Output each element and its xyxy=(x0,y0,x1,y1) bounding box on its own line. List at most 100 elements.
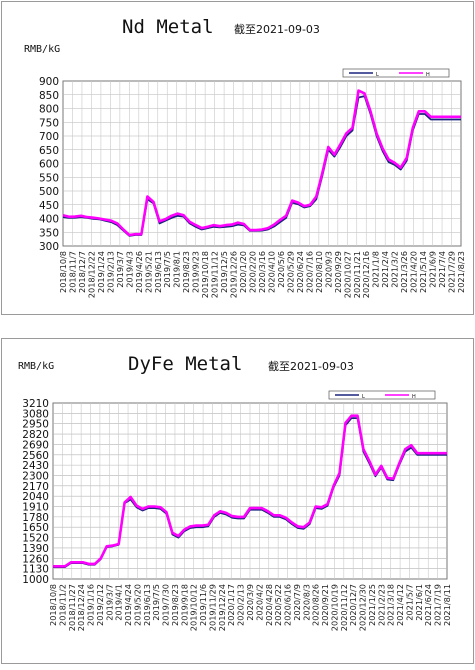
x-tick-label: 2019/1/16 xyxy=(86,584,96,626)
x-tick-label: 2021/2/23 xyxy=(376,584,386,626)
x-tick-label: 2021/7/19 xyxy=(433,584,443,626)
x-tick-label: 2018/12/7 xyxy=(77,251,87,293)
y-tick-label: 2040 xyxy=(22,491,49,503)
x-tick-label: 2021/5/7 xyxy=(404,584,414,621)
x-tick-label: 2020/6/24 xyxy=(295,251,305,293)
legend-label-L: L xyxy=(362,394,365,400)
x-tick-label: 2021/3/2 xyxy=(390,251,400,288)
x-tick-label: 2020/10/27 xyxy=(342,251,352,298)
x-tick-label: 2019/7/5 xyxy=(151,584,161,621)
y-axis-unit: RMB/kG xyxy=(18,361,55,372)
legend-label-H: H xyxy=(426,72,430,78)
x-tick-label: 2020/5/29 xyxy=(285,251,295,293)
x-tick-label: 2019/6/13 xyxy=(153,251,163,293)
x-tick-label: 2019/4/24 xyxy=(123,584,133,626)
x-tick-label: 2021/6/1 xyxy=(414,584,424,621)
x-tick-label: 2021/8/11 xyxy=(442,584,452,626)
x-tick-label: 2020/11/21 xyxy=(352,251,362,298)
x-tick-label: 2018/11/2 xyxy=(57,584,67,626)
x-tick-label: 2021/6/9 xyxy=(428,251,438,288)
x-tick-label: 2019/3/7 xyxy=(104,584,114,621)
legend-box xyxy=(328,390,436,400)
chart-title: DyFe Metal xyxy=(128,353,243,375)
x-tick-label: 2018/10/8 xyxy=(58,251,68,293)
y-tick-label: 1910 xyxy=(22,502,49,514)
x-tick-label: 2019/9/18 xyxy=(179,584,189,626)
nd-metal-chart-panel: Nd Metal 截至2021-09-03 RMB/kG L H 300 350 400… xyxy=(1,1,474,315)
x-tick-label: 2019/6/13 xyxy=(142,584,152,626)
y-tick-label: 1520 xyxy=(22,533,49,545)
x-tick-label: 2018/11/7 xyxy=(67,251,77,293)
x-tick-label: 2021/2/4 xyxy=(380,251,390,288)
x-tick-label: 2019/2/12 xyxy=(95,584,105,626)
x-tick-label: 2020/12/16 xyxy=(361,251,371,298)
y-tick-label: 350 xyxy=(39,227,59,239)
x-tick-label: 2020/7/16 xyxy=(304,251,314,293)
x-tick-label: 2019/7/5 xyxy=(162,251,172,288)
y-tick-label: 3080 xyxy=(22,408,49,420)
x-tick-label: 2020/1/17 xyxy=(226,584,236,626)
x-tick-label: 2019/8/23 xyxy=(170,584,180,626)
y-tick-label: 550 xyxy=(39,172,59,184)
y-tick-label: 900 xyxy=(39,76,59,88)
x-tick-label: 2021/8/23 xyxy=(456,251,466,293)
x-tick-label: 2020/8/10 xyxy=(314,251,324,293)
x-tick-label: 2021/4/20 xyxy=(409,251,419,293)
x-tick-label: 2020/3/9 xyxy=(245,584,255,621)
x-tick-label: 2019/5/20 xyxy=(132,584,142,626)
y-axis-unit: RMB/kG xyxy=(24,44,61,55)
dyfe-metal-chart-panel: DyFe Metal 截至2021-09-03 RMB/kG L H 1000 113… xyxy=(1,338,474,664)
y-tick-label: 1130 xyxy=(22,564,49,576)
chart-subtitle: 截至2021-09-03 xyxy=(234,23,320,36)
x-tick-label: 2020/7/9 xyxy=(292,584,302,621)
y-tick-label: 800 xyxy=(39,104,59,116)
y-tick-label: 2300 xyxy=(22,470,49,482)
x-tick-label: 2020/5/22 xyxy=(273,584,283,626)
y-tick-label: 2430 xyxy=(22,460,49,472)
x-tick-label: 2021/4/12 xyxy=(395,584,405,626)
x-tick-label: 2020/9/29 xyxy=(333,251,343,293)
y-tick-label: 300 xyxy=(39,241,59,253)
x-tick-label: 2019/8/1 xyxy=(172,251,182,288)
y-tick-label: 3210 xyxy=(22,398,49,410)
nd-metal-chart: L H30035040045050055060065070075080085090… xyxy=(39,68,466,298)
y-tick-label: 1390 xyxy=(22,543,49,555)
x-tick-label: 2020/8/26 xyxy=(311,584,321,626)
x-tick-label: 2019/7/30 xyxy=(161,584,171,626)
x-tick-label: 2021/1/8 xyxy=(371,251,381,288)
y-tick-label: 700 xyxy=(39,131,59,143)
x-tick-label: 2018/11/27 xyxy=(67,584,77,631)
y-tick-label: 1260 xyxy=(22,553,49,565)
x-tick-label: 2019/1/24 xyxy=(96,251,106,293)
y-tick-label: 1650 xyxy=(22,522,49,534)
x-tick-label: 2020/4/2 xyxy=(254,584,264,621)
x-tick-label: 2019/3/7 xyxy=(115,251,125,288)
x-tick-label: 2019/10/12 xyxy=(189,584,199,631)
y-tick-label: 2560 xyxy=(22,450,49,462)
x-tick-label: 2020/4/28 xyxy=(264,584,274,626)
x-tick-label: 2020/3/16 xyxy=(257,251,267,293)
y-tick-label: 650 xyxy=(39,145,59,157)
x-tick-label: 2019/12/26 xyxy=(229,251,239,298)
x-tick-label: 2020/6/16 xyxy=(283,584,293,626)
y-tick-label: 2820 xyxy=(22,429,49,441)
series-line-H xyxy=(53,414,447,568)
x-tick-label: 2020/9/3 xyxy=(323,251,333,288)
x-tick-label: 2021/3/26 xyxy=(399,251,409,293)
legend-box xyxy=(342,68,450,78)
y-tick-label: 400 xyxy=(39,214,59,226)
x-tick-label: 2019/4/1 xyxy=(114,584,124,621)
y-tick-label: 600 xyxy=(39,159,59,171)
series-line-H xyxy=(62,89,461,237)
legend-label-H: H xyxy=(412,394,416,400)
x-tick-label: 2019/9/23 xyxy=(191,251,201,293)
chart-subtitle: 截至2021-09-03 xyxy=(268,360,354,373)
y-tick-label: 450 xyxy=(39,200,59,212)
dyfe-metal-chart: L H 10001130126013901520165017801910204021… xyxy=(22,390,452,631)
x-tick-label: 2019/10/18 xyxy=(200,251,210,298)
x-tick-label: 2020/9/21 xyxy=(320,584,330,626)
y-tick-label: 750 xyxy=(39,117,59,129)
x-tick-label: 2019/11/29 xyxy=(207,584,217,631)
y-tick-label: 1780 xyxy=(22,512,49,524)
x-tick-label: 2020/2/20 xyxy=(248,251,258,293)
